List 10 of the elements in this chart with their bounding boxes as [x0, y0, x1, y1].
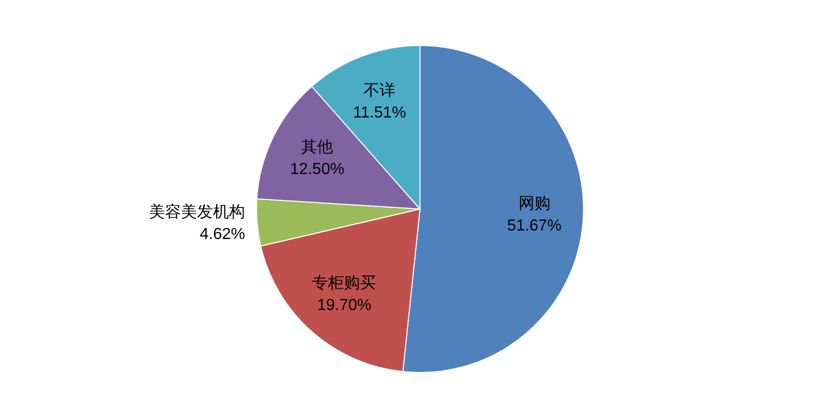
data-label: 19.70% — [317, 297, 372, 314]
slice-label: 专柜购买 — [312, 274, 376, 292]
data-label: 51.67% — [507, 217, 562, 234]
slice-label: 不详 — [364, 81, 396, 100]
slice-label: 美容美发机构 — [149, 202, 246, 221]
slice-label: 网购 — [518, 195, 550, 212]
data-label: 4.62% — [200, 226, 246, 243]
slice-label: 其他 — [301, 138, 334, 156]
data-label: 11.51% — [352, 104, 406, 122]
data-label: 12.50% — [290, 161, 344, 178]
